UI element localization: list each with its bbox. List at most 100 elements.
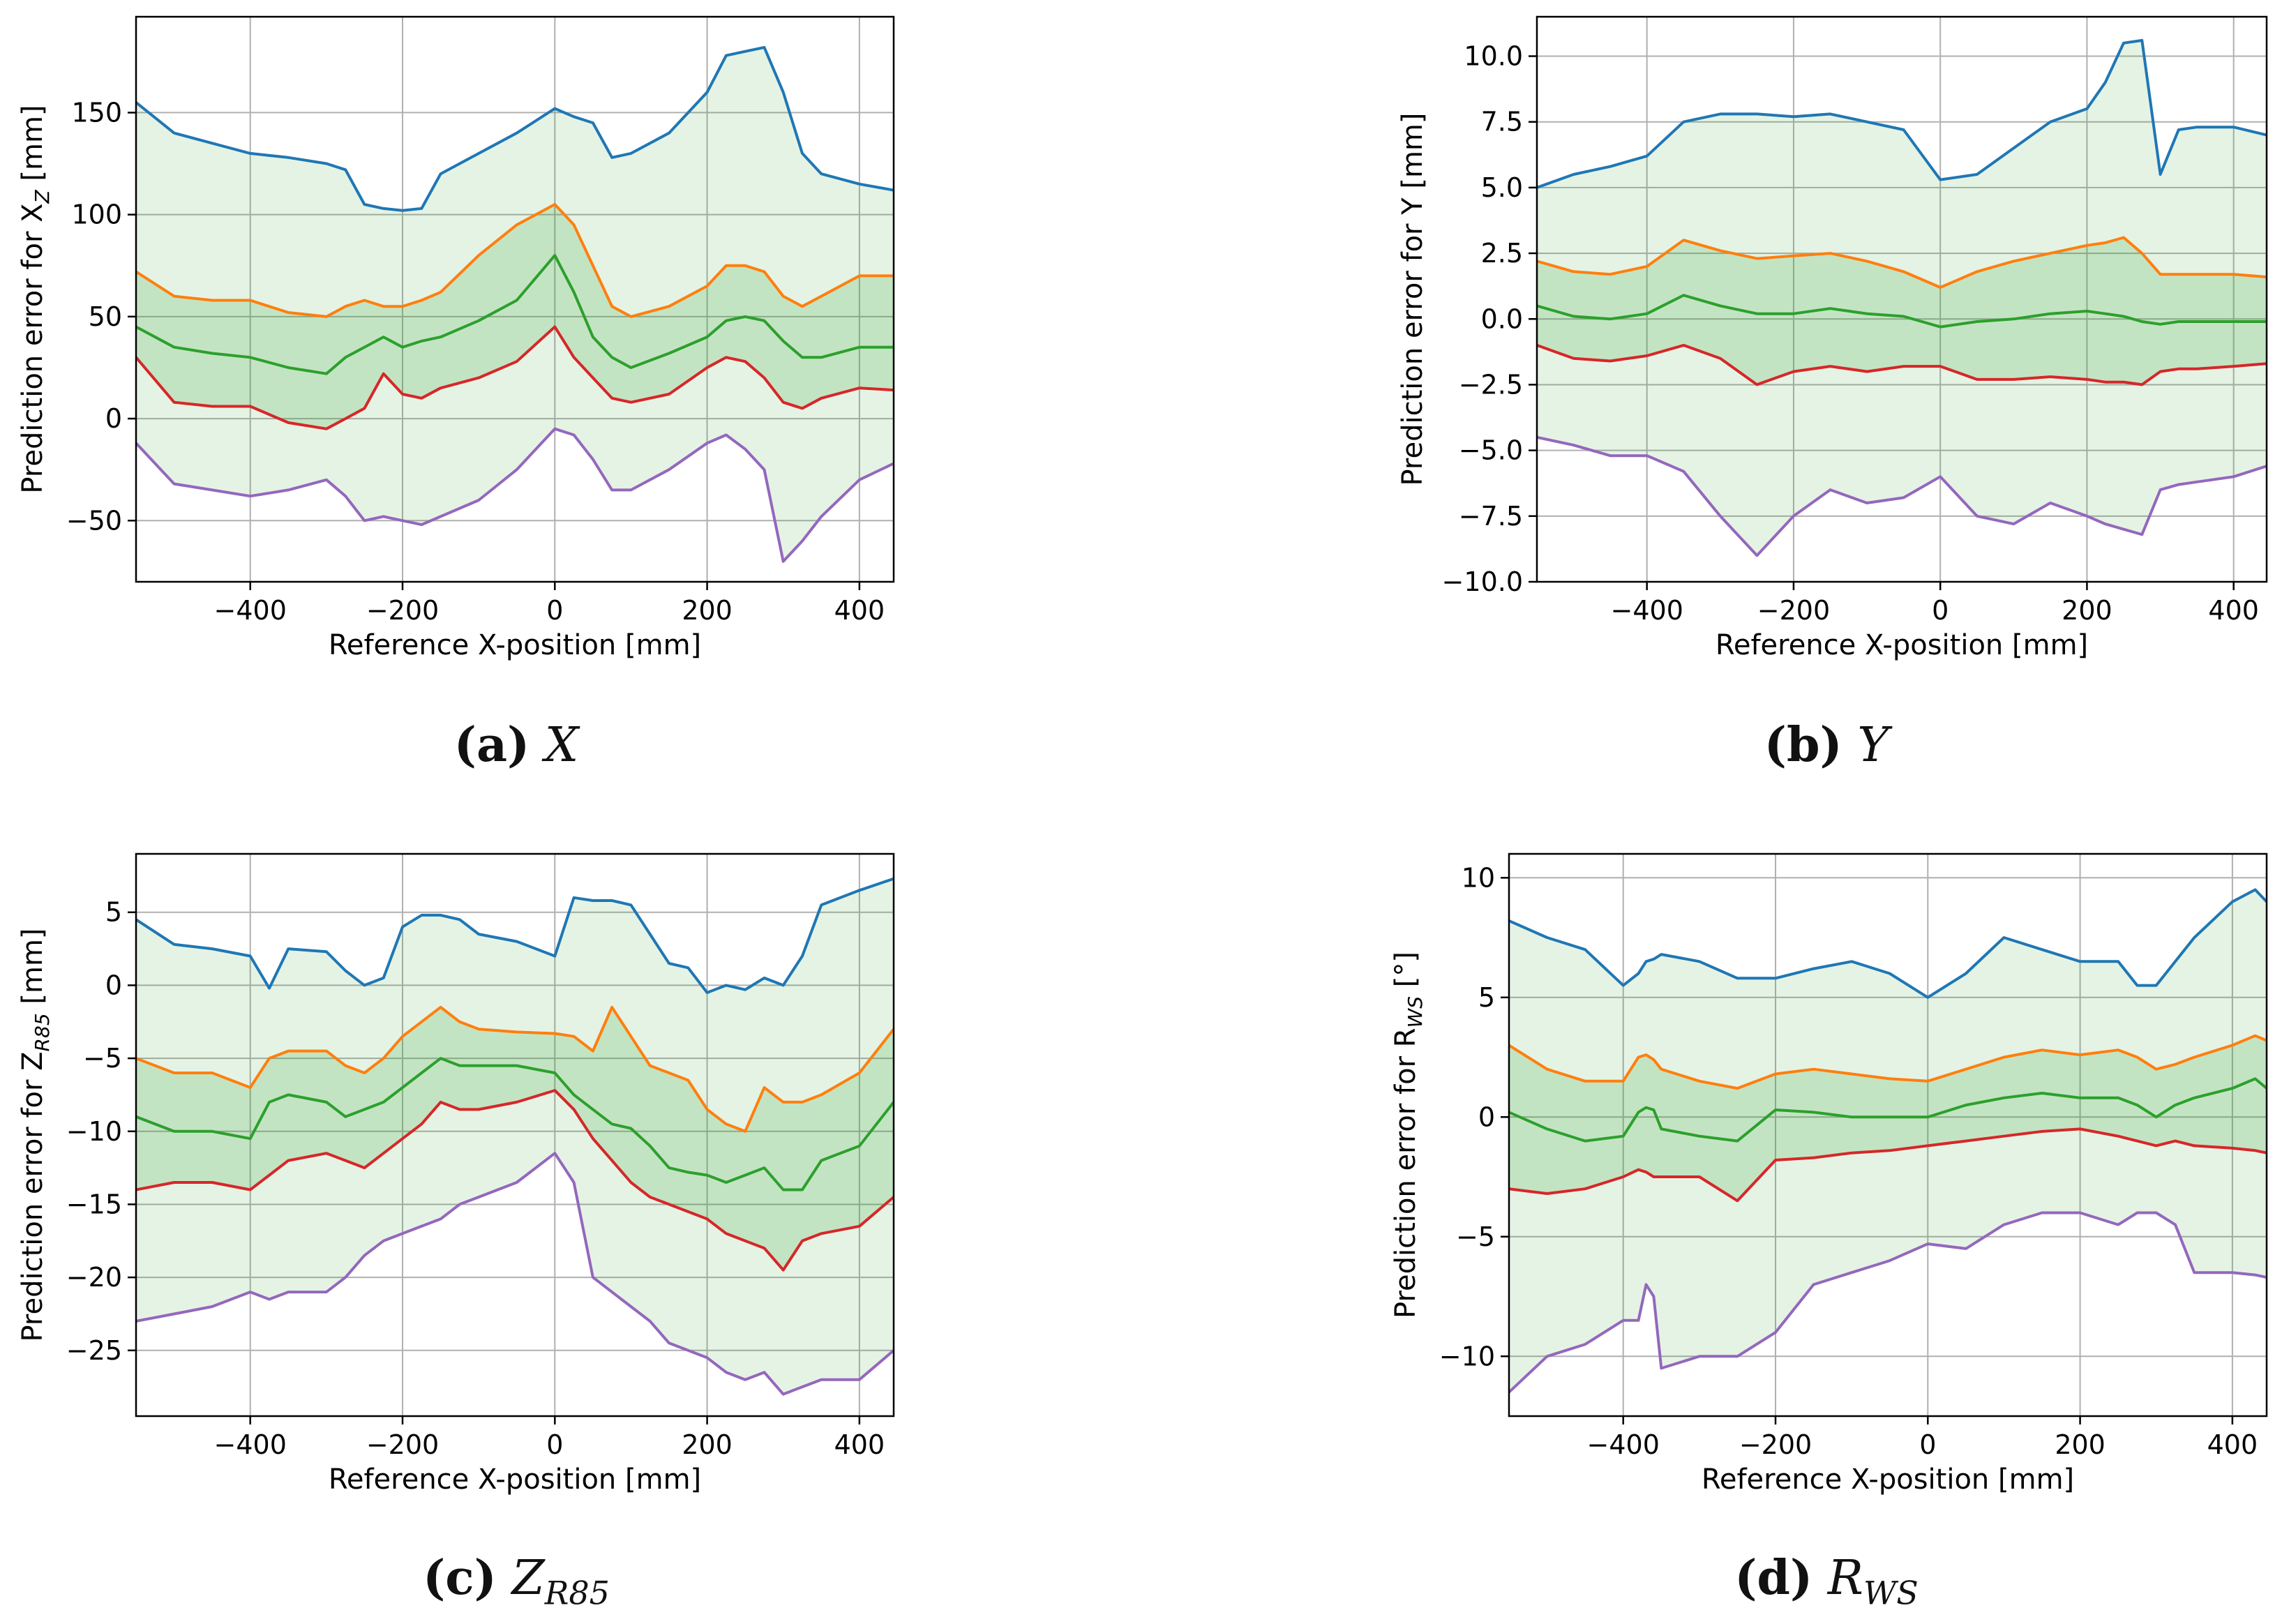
y-tick-label: −10 <box>1439 1341 1495 1371</box>
inner-band <box>1537 237 2267 385</box>
x-tick-label: −200 <box>1739 1429 1812 1460</box>
series-line-median <box>136 254 894 375</box>
chart-a: −400 −200 0 200 400 −50 0 50 100 150 Reference X-p… <box>17 15 895 661</box>
x-tick-label: 200 <box>2055 1429 2105 1460</box>
caption-c: (c) ZR85 <box>237 1550 795 1612</box>
y-tick-label: 10 <box>1462 862 1495 893</box>
series-line-upper-quantile <box>1509 1034 2267 1090</box>
outer-band <box>1509 889 2267 1392</box>
y-tick-label: 5.0 <box>1481 172 1523 203</box>
y-axis-label-subscript: WS <box>1404 996 1427 1028</box>
caption-c-subscript: R85 <box>544 1574 610 1612</box>
y-tick-label: −20 <box>66 1262 122 1293</box>
chart-b: −400 −200 0 200 400 −10.0 −7.5 −5.0 −2.5 0.0 2.5 5.… <box>1397 15 2268 661</box>
plot-area <box>1537 38 2267 557</box>
outer-band <box>136 47 894 562</box>
series-line-lower-quantile <box>136 325 894 430</box>
series-line-median <box>1537 294 2267 329</box>
x-tick-label: 200 <box>682 1429 733 1460</box>
series-line-lower-quantile <box>1509 1127 2267 1203</box>
series-line-min <box>1537 435 2267 557</box>
y-tick-label: −25 <box>66 1335 122 1366</box>
x-tick-label: 0 <box>1919 1429 1936 1460</box>
x-axis-label: Reference X-position [mm] <box>329 1464 701 1496</box>
x-tick-label: −200 <box>366 1429 439 1460</box>
y-axis-label-main: Prediction error for Z <box>17 1051 49 1341</box>
outer-band <box>136 878 894 1394</box>
caption-c-label: (c) <box>423 1550 497 1606</box>
y-tick-label: 0 <box>1478 1102 1495 1132</box>
caption-a-label: (a) <box>453 717 530 773</box>
caption-b-label: (b) <box>1764 717 1842 773</box>
y-tick-label: −50 <box>66 505 122 536</box>
x-tick-label: −200 <box>366 595 439 626</box>
x-tick-label: 200 <box>682 595 733 626</box>
x-axis-label: Reference X-position [mm] <box>1702 1464 2074 1496</box>
y-axis-label: Prediction error for ZR85 [mm] <box>17 928 54 1341</box>
y-axis-label-subscript: Z <box>31 189 54 204</box>
x-tick-label: 400 <box>2208 595 2259 626</box>
series-line-upper-quantile <box>136 1005 894 1133</box>
x-tick-label: 200 <box>2062 595 2112 626</box>
y-tick-label: 5 <box>105 897 122 928</box>
x-tick-label: −400 <box>1587 1429 1660 1460</box>
axes-frame <box>135 852 895 1418</box>
chart-d: −400 −200 0 200 400 −10 −5 0 5 10 Reference X-posi… <box>1390 852 2268 1496</box>
series-line-median <box>1509 1077 2267 1143</box>
series-line-max <box>136 877 894 994</box>
x-tick-label: 400 <box>834 1429 885 1460</box>
series-line-min <box>136 1152 894 1396</box>
x-tick-label: −200 <box>1757 595 1830 626</box>
y-axis-label-subscript: R85 <box>31 1013 54 1051</box>
y-axis-label-main: Prediction error for X <box>17 203 49 493</box>
outer-band <box>1537 40 2267 556</box>
x-tick-label: −400 <box>214 595 287 626</box>
axes-frame <box>135 15 895 583</box>
y-tick-label: 0.0 <box>1481 303 1523 334</box>
y-tick-label: −10 <box>66 1116 122 1147</box>
x-tick-label: 0 <box>546 1429 563 1460</box>
y-tick-label: 0 <box>105 970 122 1000</box>
axes-frame <box>1508 852 2268 1418</box>
series-line-lower-quantile <box>136 1089 894 1272</box>
y-tick-label: 5 <box>1478 982 1495 1013</box>
y-tick-label: −7.5 <box>1459 501 1523 532</box>
caption-a-symbol: X <box>544 718 579 773</box>
caption-a: (a) X <box>237 717 795 773</box>
y-tick-label: −5.0 <box>1459 435 1523 466</box>
y-tick-label: −2.5 <box>1459 369 1523 400</box>
y-axis-label: Prediction error for Y [mm] <box>1397 113 1429 486</box>
series-line-max <box>136 45 894 212</box>
series-line-upper-quantile <box>136 203 894 318</box>
x-tick-label: 0 <box>546 595 563 626</box>
y-axis-label-main: Prediction error for R <box>1390 1028 1422 1318</box>
series-line-lower-quantile <box>1537 343 2267 386</box>
x-tick-label: 400 <box>2207 1429 2258 1460</box>
x-tick-label: 0 <box>1932 595 1949 626</box>
caption-b-symbol: Y <box>1857 718 1889 773</box>
y-tick-label: −5 <box>1456 1221 1495 1252</box>
series-line-min <box>136 427 894 563</box>
y-tick-label: −10.0 <box>1442 566 1523 597</box>
caption-c-symbol: Z <box>511 1551 545 1606</box>
axes-frame <box>1536 15 2268 583</box>
caption-b: (b) Y <box>1547 717 2105 773</box>
caption-d-label: (d) <box>1734 1550 1813 1606</box>
x-tick-label: −400 <box>214 1429 287 1460</box>
caption-d-symbol: R <box>1827 1551 1863 1606</box>
y-tick-label: 150 <box>71 97 122 128</box>
caption-d-subscript: WS <box>1863 1574 1919 1612</box>
y-axis-label-unit: [°] <box>1390 952 1422 996</box>
series-line-max <box>1537 38 2267 189</box>
y-axis-label-main: Prediction error for Y [mm] <box>1397 113 1429 486</box>
x-axis-label: Reference X-position [mm] <box>329 629 701 661</box>
y-axis-label-unit: [mm] <box>17 105 49 190</box>
series-line-max <box>1509 888 2267 999</box>
y-tick-label: 50 <box>89 301 122 332</box>
y-tick-label: 2.5 <box>1481 238 1523 269</box>
series-line-upper-quantile <box>1537 236 2267 289</box>
plot-area <box>1509 888 2267 1394</box>
series-line-min <box>1509 1211 2267 1394</box>
x-axis-label: Reference X-position [mm] <box>1716 629 2088 661</box>
